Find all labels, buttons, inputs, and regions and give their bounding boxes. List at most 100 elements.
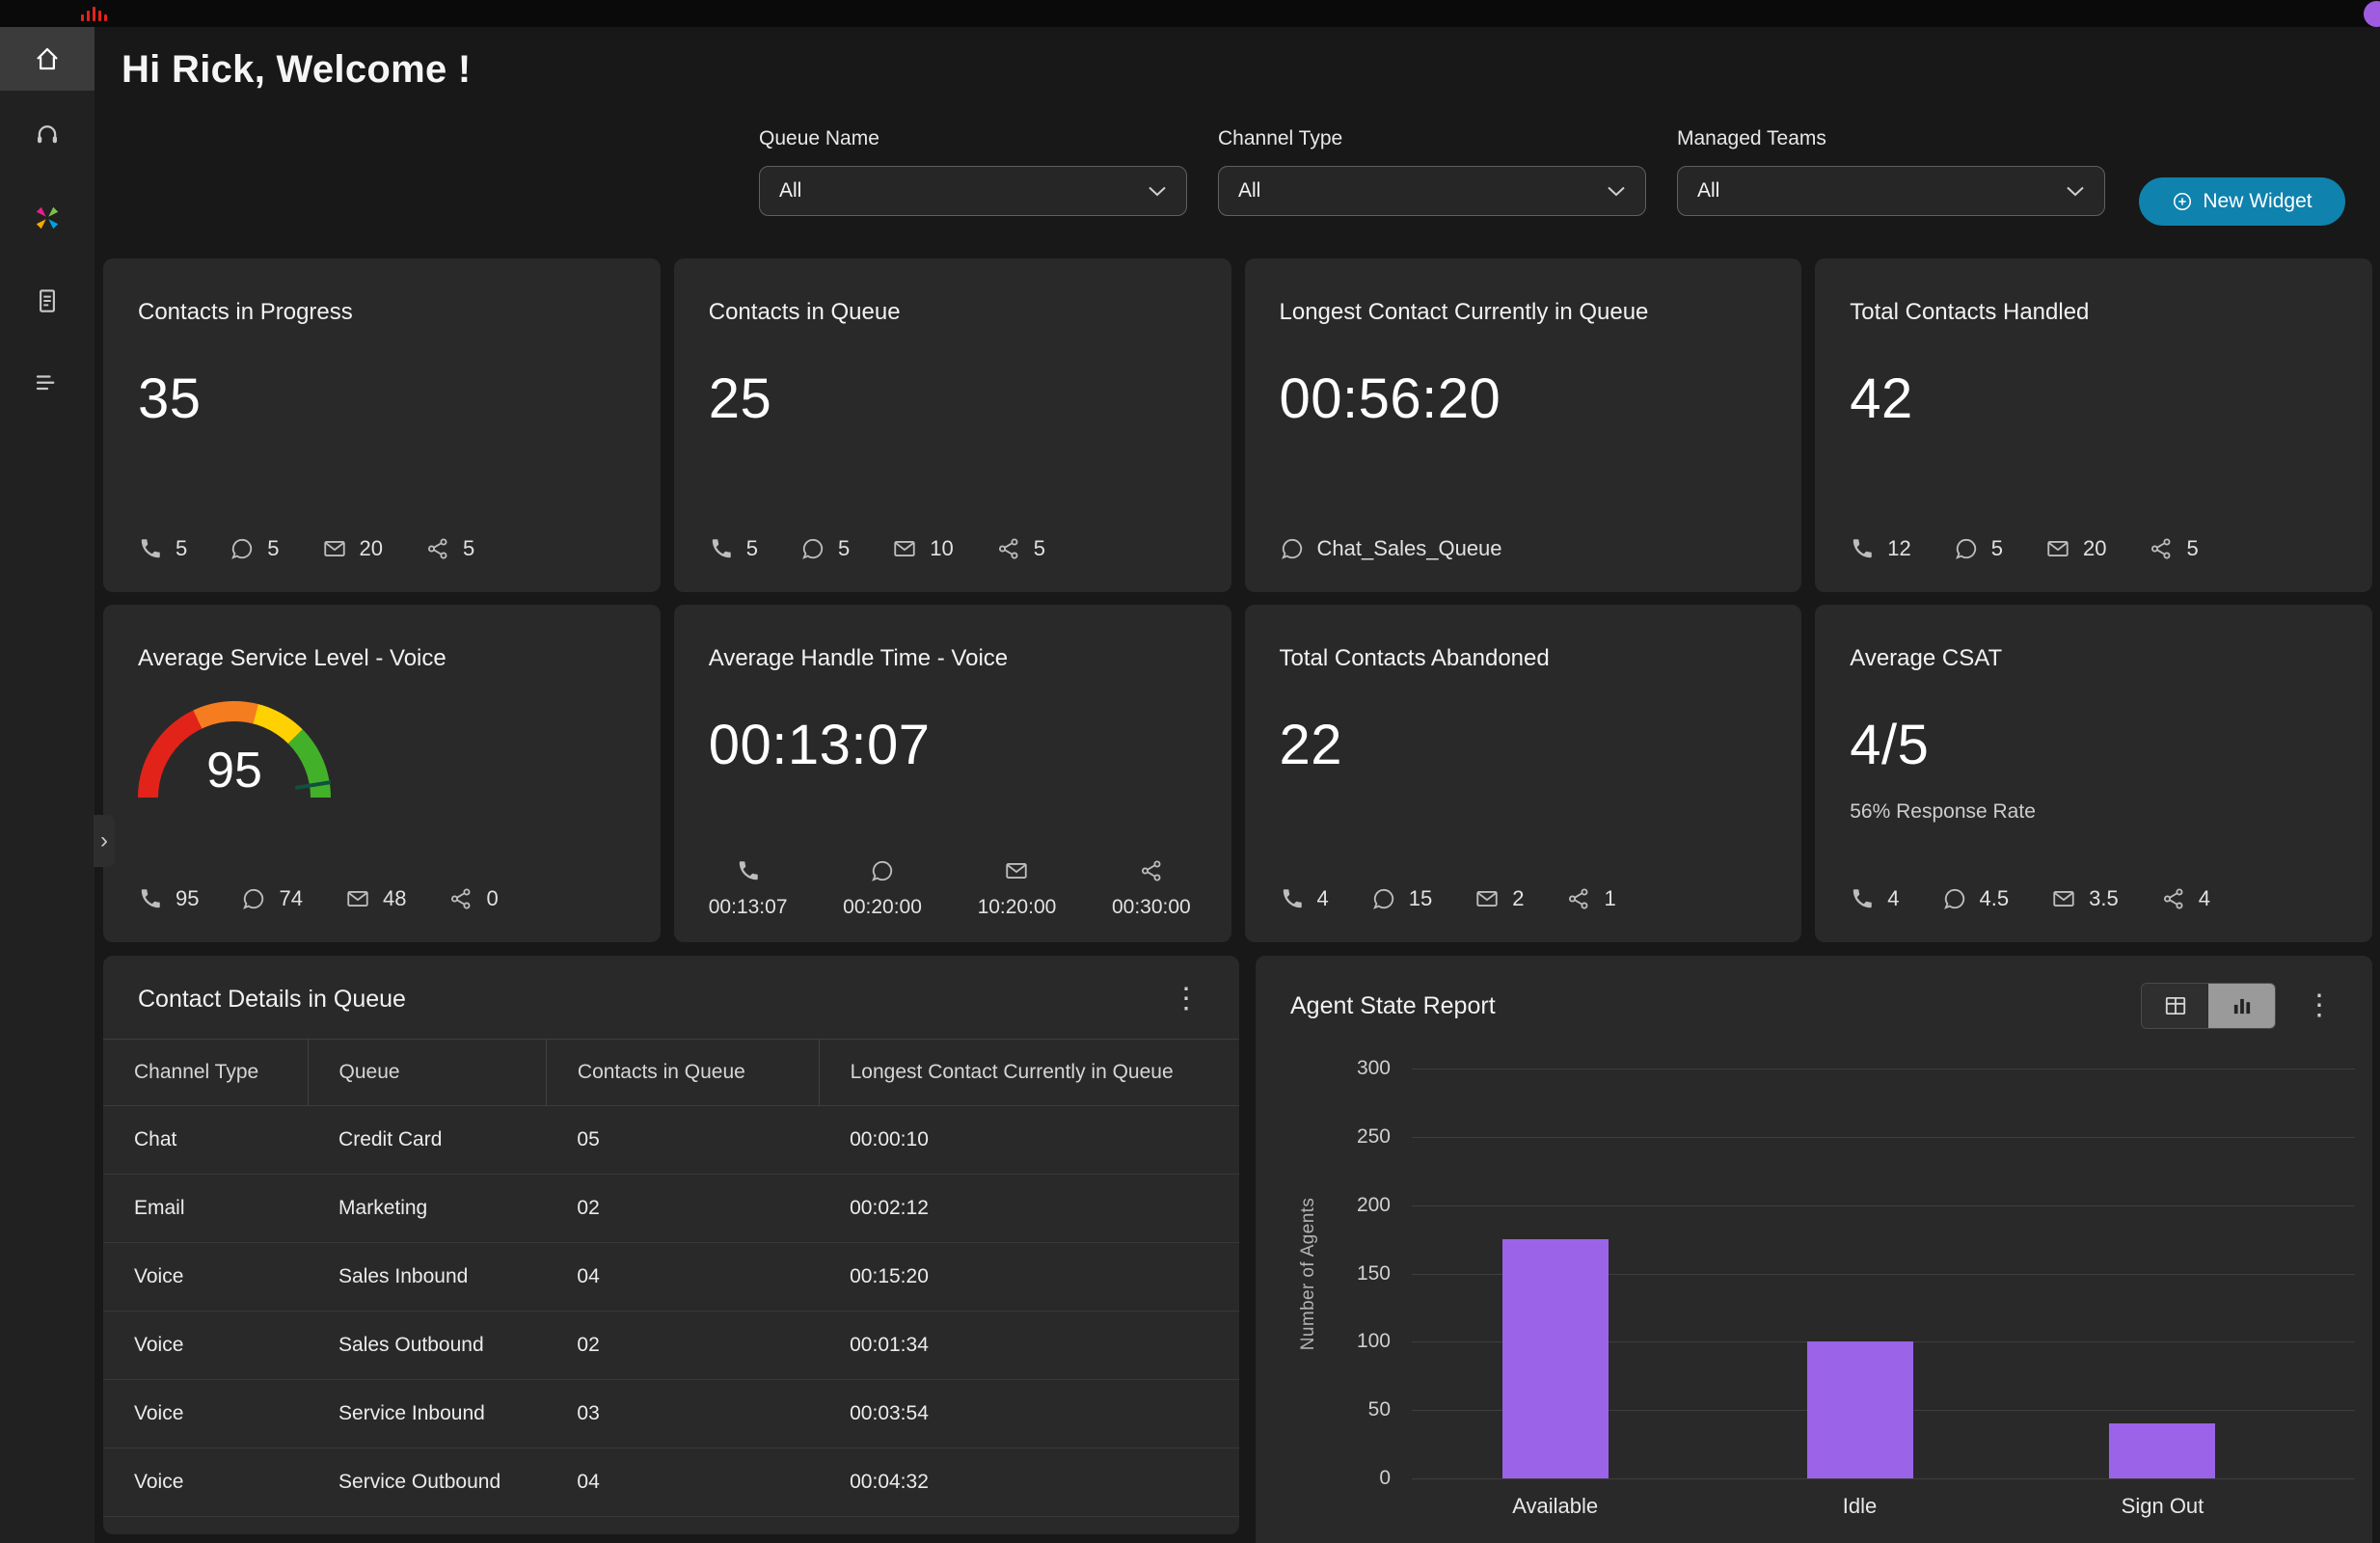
table-menu-button[interactable]: ⋮ (1164, 983, 1208, 1015)
sidebar-expand-button[interactable]: › (94, 815, 115, 867)
cell-channel-type: Voice (103, 1242, 309, 1312)
card-value: 4/5 (1850, 714, 1930, 776)
metric-value: 5 (176, 536, 188, 560)
chat-icon (1371, 886, 1396, 911)
y-tick-label: 200 (1356, 1193, 1391, 1216)
cell-channel-type: Email (103, 1174, 309, 1243)
view-toggle (2141, 983, 2276, 1029)
x-tick-label: Idle (1842, 1494, 1878, 1518)
bar-sign-out (2109, 1423, 2216, 1478)
y-tick-label: 100 (1356, 1330, 1391, 1353)
email-icon (2045, 536, 2070, 561)
top-bar (0, 0, 2380, 27)
channel-metrics: 4 15 2 1 (1280, 886, 1616, 911)
table-view-button[interactable] (2142, 984, 2208, 1028)
avatar[interactable] (2364, 1, 2380, 27)
card-title: Total Contacts Abandoned (1279, 645, 1550, 671)
y-axis-label: Number of Agents (1298, 1197, 1318, 1350)
chat-icon (1280, 536, 1305, 561)
metric-value: 2 (1512, 886, 1525, 910)
sidebar-item-reports[interactable] (0, 262, 95, 339)
cell-contacts: 04 (546, 1242, 820, 1312)
new-widget-button[interactable]: New Widget (2139, 177, 2345, 226)
phone-icon (1850, 886, 1875, 911)
sidebar-item-agents[interactable] (0, 96, 95, 174)
metric-chat: 74 (241, 886, 303, 911)
card-title: Longest Contact Currently in Queue (1279, 299, 1649, 325)
cell-contacts: 04 (546, 1448, 820, 1517)
phone-icon (1280, 886, 1305, 911)
y-tick-label: 250 (1356, 1124, 1391, 1148)
metric-value: 00:13:07 (708, 896, 788, 918)
metric-social: 5 (996, 536, 1045, 561)
queue-table: Channel Type Queue Contacts in Queue Lon… (103, 1039, 1239, 1517)
card-value: 25 (708, 367, 772, 430)
cell-queue: Sales Inbound (308, 1242, 547, 1312)
metric-social: 5 (425, 536, 474, 561)
cell-longest: 00:04:32 (819, 1448, 1239, 1517)
sidebar-item-analyzer[interactable] (0, 179, 95, 257)
metric-value: 20 (359, 536, 383, 560)
chevron-down-icon (1607, 185, 1626, 197)
analyzer-icon (33, 203, 62, 232)
metric-chat: 00:20:00 (843, 858, 922, 919)
cell-longest: 00:03:54 (819, 1379, 1239, 1448)
card-longest-contact: Longest Contact Currently in Queue 00:56… (1244, 258, 1802, 592)
x-tick-label: Available (1512, 1494, 1599, 1518)
cell-contacts: 02 (546, 1311, 820, 1380)
email-icon (892, 536, 917, 561)
cell-contacts: 03 (546, 1379, 820, 1448)
card-contacts-in-queue: Contacts in Queue 25 5 5 10 5 (673, 258, 1231, 592)
table-row: Voice Sales Inbound 04 00:15:20 (103, 1242, 1239, 1312)
bar-chart-icon (2230, 993, 2255, 1018)
greeting: Hi Rick, Welcome ! (122, 48, 472, 91)
table-row: Voice Service Outbound 04 00:04:32 (103, 1448, 1239, 1517)
cell-queue: Service Inbound (308, 1379, 547, 1448)
cell-contacts: 05 (546, 1105, 820, 1175)
metric-email: 2 (1474, 886, 1524, 911)
metric-phone: 12 (1850, 536, 1911, 561)
card-contacts-in-progress: Contacts in Progress 35 5 5 20 5 (103, 258, 661, 592)
y-tick-label: 50 (1367, 1398, 1391, 1421)
filter-queue-name: Queue Name All (759, 127, 1187, 216)
panel-header: Agent State Report ⋮ (1256, 956, 2372, 1052)
cisco-logo-icon (81, 7, 107, 21)
card-title: Total Contacts Handled (1850, 299, 2090, 325)
sidebar-item-home[interactable] (0, 27, 95, 91)
card-title: Average Handle Time - Voice (708, 645, 1009, 671)
metric-value: 4 (1316, 886, 1329, 910)
queue-name-select[interactable]: All (759, 166, 1187, 216)
metric-value: 1 (1604, 886, 1616, 910)
agent-state-panel: Agent State Report ⋮ Number of Agents 30… (1256, 956, 2372, 1543)
cell-queue: Service Outbound (308, 1448, 547, 1517)
channel-type-select[interactable]: All (1218, 166, 1646, 216)
metric-value: 0 (486, 886, 499, 910)
chat-icon (1954, 536, 1979, 561)
cell-queue: Credit Card (308, 1105, 547, 1175)
cell-longest: 00:02:12 (819, 1174, 1239, 1243)
chart-controls: ⋮ (2141, 983, 2341, 1029)
metric-social: 1 (1566, 886, 1616, 911)
sidebar-item-queues[interactable] (0, 345, 95, 422)
card-value: 42 (1850, 367, 1913, 430)
metric-value: 4 (2198, 886, 2210, 910)
card-total-handled: Total Contacts Handled 42 12 5 20 5 (1815, 258, 2372, 592)
metric-value: 3.5 (2089, 886, 2119, 910)
managed-teams-select[interactable]: All (1677, 166, 2105, 216)
metric-phone: 4 (1850, 886, 1900, 911)
metric-value: 00:30:00 (1111, 896, 1191, 918)
metric-chat: 5 (1954, 536, 2003, 561)
card-avg-csat: Average CSAT 4/5 56% Response Rate 4 4.5… (1815, 605, 2372, 942)
service-level-gauge: 95 (138, 701, 331, 798)
table-row: Voice Sales Outbound 02 00:01:34 (103, 1311, 1239, 1380)
social-icon (425, 536, 450, 561)
chart-menu-button[interactable]: ⋮ (2297, 989, 2341, 1022)
chart-view-button[interactable] (2208, 984, 2275, 1028)
selected-value: All (1697, 179, 1720, 202)
chevron-down-icon (2066, 185, 2085, 197)
channel-metrics: 4 4.5 3.5 4 (1850, 886, 2210, 911)
x-tick-label: Sign Out (2121, 1494, 2204, 1518)
email-icon (1004, 858, 1029, 883)
panel-title: Contact Details in Queue (138, 985, 406, 1013)
chat-icon (870, 858, 895, 883)
